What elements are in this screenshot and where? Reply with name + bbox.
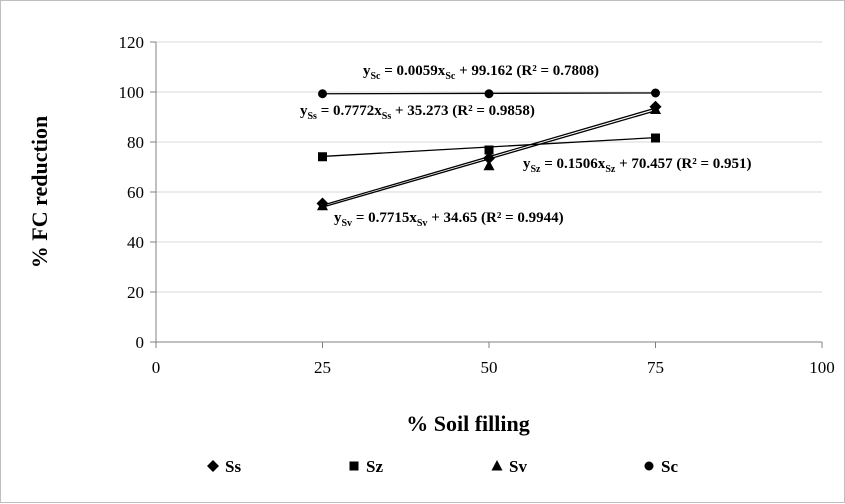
equation-part: + 70.457	[615, 156, 676, 172]
equation-part: (R² = 0.9944)	[481, 210, 564, 226]
equation-ss: ySs = 0.7772xSs + 35.273 (R² = 0.9858)	[300, 103, 535, 122]
legend-label-sz: Sz	[366, 457, 383, 476]
equation-part: Sc	[445, 71, 456, 82]
legend-marker-sz	[349, 461, 359, 471]
equation-part: (R² = 0.7808)	[516, 63, 599, 79]
equation-part: y	[334, 210, 342, 226]
equation-part: + 34.65	[427, 210, 481, 226]
equation-sv: ySv = 0.7715xSv + 34.65 (R² = 0.9944)	[334, 210, 564, 229]
x-tick-label: 75	[647, 358, 664, 377]
x-tick-label: 100	[809, 358, 835, 377]
y-tick-label: 0	[136, 333, 145, 352]
legend-label-ss: Ss	[225, 457, 241, 476]
equation-part: Sv	[417, 218, 428, 229]
point-sv	[650, 103, 661, 114]
equation-part: (R² = 0.951)	[676, 156, 751, 172]
equation-sz: ySz = 0.1506xSz + 70.457 (R² = 0.951)	[523, 156, 752, 175]
equation-part: = 0.7715x	[352, 210, 417, 226]
tick-labels: 0 20 40 60 80 100 120 0 25 50 75 100	[119, 33, 835, 377]
equation-part: y	[300, 103, 308, 119]
x-tick-label: 0	[152, 358, 161, 377]
equation-part: + 35.273	[391, 103, 452, 119]
equation-part: y	[363, 63, 371, 79]
point-ss	[483, 152, 495, 165]
equation-part: Ss	[382, 111, 392, 122]
point-sc	[318, 89, 327, 99]
legend-marker-sv	[491, 460, 503, 471]
y-tick-label: 80	[127, 133, 144, 152]
grid-lines	[150, 41, 823, 348]
y-tick-label: 120	[119, 33, 145, 52]
axes	[155, 42, 822, 343]
y-tick-label: 40	[127, 233, 144, 252]
y-tick-label: 60	[127, 183, 144, 202]
point-sz	[651, 133, 660, 143]
equation-part: = 0.7772x	[317, 103, 382, 119]
trendline-equations: ySs = 0.7772xSs + 35.273 (R² = 0.9858)yS…	[300, 63, 752, 229]
legend-marker-ss	[207, 460, 219, 472]
equation-part: + 99.162	[455, 63, 516, 79]
equation-part: (R² = 0.9858)	[452, 103, 535, 119]
y-tick-label: 20	[127, 283, 144, 302]
legend-label-sc: Sc	[661, 457, 678, 476]
point-sc	[484, 89, 494, 99]
equation-sc: ySc = 0.0059xSc + 99.162 (R² = 0.7808)	[363, 63, 599, 82]
legend-label-sv: Sv	[509, 457, 527, 476]
equation-part: y	[523, 156, 531, 172]
equation-part: Sc	[371, 71, 382, 82]
equation-part: = 0.0059x	[381, 63, 446, 79]
equation-part: Sz	[605, 164, 616, 175]
data-points	[316, 88, 662, 211]
x-tick-label: 50	[481, 358, 498, 377]
equation-part: Sv	[342, 218, 353, 229]
x-axis-title: % Soil filling	[406, 411, 529, 436]
point-sv	[483, 159, 495, 171]
legend: Ss Sz Sv Sc	[207, 457, 678, 476]
point-sc	[651, 88, 660, 98]
y-tick-label: 100	[119, 83, 145, 102]
equation-part: Sz	[531, 164, 542, 175]
x-tick-label: 25	[314, 358, 331, 377]
point-sz	[318, 152, 327, 162]
y-axis-title: % FC reduction	[27, 116, 52, 268]
point-sz	[484, 145, 494, 155]
equation-part: Ss	[308, 111, 318, 122]
equation-part: = 0.1506x	[541, 156, 606, 172]
legend-marker-sc	[644, 461, 654, 471]
point-sv	[317, 199, 328, 211]
